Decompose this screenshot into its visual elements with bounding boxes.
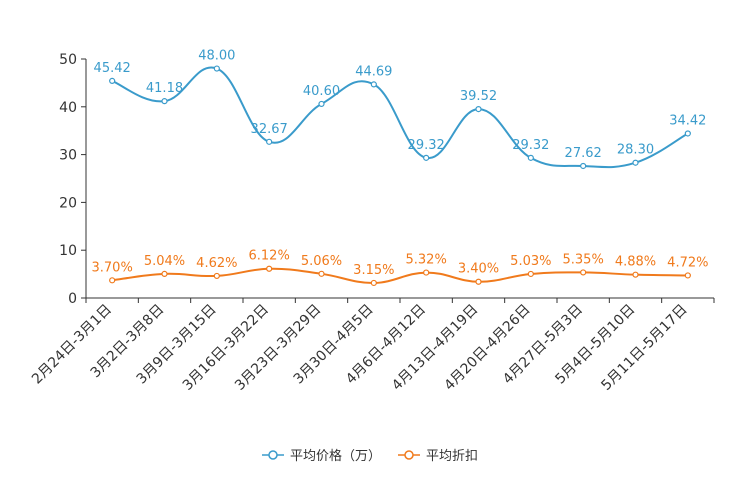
- legend-label: 平均折扣: [426, 449, 478, 464]
- data-label: 6.12%: [249, 249, 290, 264]
- data-point: [527, 154, 534, 161]
- series-average-price: 45.42 41.18 48.00 32.67 40.60 44.69 29.32 39.52…: [94, 49, 706, 170]
- data-label: 3.70%: [92, 260, 133, 275]
- data-label: 5.35%: [563, 252, 604, 267]
- data-label: 27.62: [565, 146, 602, 161]
- data-point: [423, 154, 430, 161]
- data-label: 5.32%: [406, 253, 447, 268]
- data-point: [266, 265, 273, 272]
- y-tick-label: 30: [59, 148, 77, 164]
- data-point: [161, 98, 168, 105]
- data-point: [475, 105, 482, 113]
- data-label: 4.88%: [615, 255, 656, 270]
- y-tick-label: 40: [59, 100, 77, 116]
- legend-label: 平均价格（万）: [290, 448, 381, 464]
- data-point: [213, 65, 220, 72]
- data-label: 41.18: [146, 81, 183, 96]
- data-label: 5.06%: [301, 254, 342, 269]
- data-point: [161, 270, 168, 278]
- data-label: 40.60: [303, 84, 340, 99]
- data-label: 44.69: [355, 64, 392, 79]
- data-label: 4.72%: [667, 255, 708, 270]
- data-point: [318, 100, 325, 108]
- data-point: [684, 272, 691, 279]
- data-label: 45.42: [94, 61, 131, 76]
- data-label: 29.32: [512, 138, 549, 153]
- legend-marker: [268, 450, 278, 460]
- data-point: [213, 272, 220, 280]
- series-average-discount: 3.70% 5.04% 4.62% 6.12% 5.06% 3.15% 5.32% 3.40%…: [92, 249, 708, 287]
- data-label: 5.03%: [510, 254, 551, 269]
- legend-item: 平均价格（万）: [262, 448, 381, 464]
- data-label: 3.15%: [353, 263, 394, 278]
- data-label: 4.62%: [196, 256, 237, 271]
- series-line: [112, 267, 688, 284]
- data-point: [580, 269, 587, 276]
- data-label: 3.40%: [458, 262, 499, 277]
- data-point: [475, 278, 482, 285]
- data-label: 28.30: [617, 143, 654, 158]
- y-tick-label: 50: [59, 52, 77, 68]
- data-point: [580, 162, 587, 170]
- data-label: 34.42: [669, 113, 706, 128]
- data-label: 39.52: [460, 89, 497, 104]
- data-point: [632, 271, 639, 278]
- data-point: [370, 279, 377, 287]
- data-label: 32.67: [251, 122, 288, 137]
- data-point: [370, 81, 377, 88]
- data-point: [318, 270, 325, 277]
- data-label: 5.04%: [144, 254, 185, 269]
- series-layer: 45.42 41.18 48.00 32.67 40.60 44.69 29.32 39.52…: [92, 49, 708, 287]
- data-point: [527, 270, 534, 278]
- y-tick-label: 20: [59, 195, 77, 211]
- data-point: [266, 138, 273, 145]
- data-point: [109, 77, 116, 84]
- axes: 010203040502月24日-3月1日3月2日-3月8日3月9日-3月15日…: [29, 52, 715, 394]
- data-label: 48.00: [198, 49, 235, 64]
- legend-item: 平均折扣: [398, 449, 478, 464]
- data-label: 29.32: [408, 138, 445, 153]
- data-point: [109, 277, 116, 284]
- data-point: [423, 269, 430, 276]
- y-tick-label: 0: [68, 291, 77, 307]
- data-point: [684, 130, 691, 137]
- legend-marker: [404, 450, 414, 460]
- data-point: [632, 159, 639, 166]
- legend: 平均价格（万） 平均折扣: [262, 448, 478, 464]
- y-tick-label: 10: [59, 243, 77, 259]
